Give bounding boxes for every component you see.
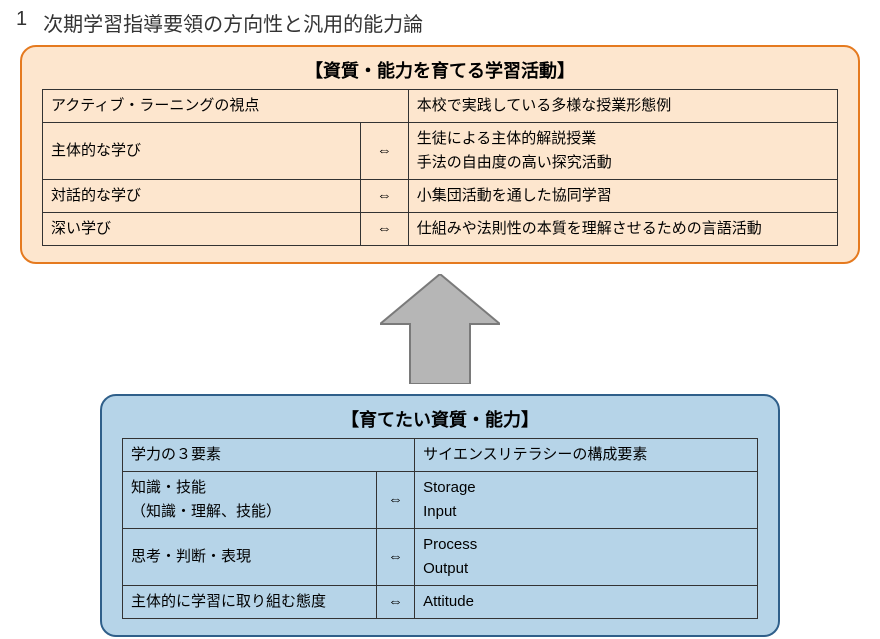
table-row: 知識・技能 （知識・理解、技能）⇔Storage Input xyxy=(123,472,758,529)
double-arrow-icon: ⇔ xyxy=(377,529,415,586)
top-panel: 【資質・能力を育てる学習活動】 アクティブ・ラーニングの視点 本校で実践している… xyxy=(20,45,860,264)
row-right: Process Output xyxy=(415,529,758,586)
table-header-row: 学力の３要素 サイエンスリテラシーの構成要素 xyxy=(123,439,758,472)
table-header-row: アクティブ・ラーニングの視点 本校で実践している多様な授業形態例 xyxy=(43,90,838,123)
up-arrow-container xyxy=(16,274,864,384)
top-panel-title: 【資質・能力を育てる学習活動】 xyxy=(42,57,838,83)
double-arrow-icon: ⇔ xyxy=(361,123,409,180)
row-left: 思考・判断・表現 xyxy=(123,529,377,586)
bottom-panel: 【育てたい資質・能力】 学力の３要素 サイエンスリテラシーの構成要素 知識・技能… xyxy=(100,394,780,637)
table-row: 主体的に学習に取り組む態度⇔Attitude xyxy=(123,586,758,619)
bottom-panel-title: 【育てたい資質・能力】 xyxy=(122,406,758,432)
row-right: Attitude xyxy=(415,586,758,619)
row-right: Storage Input xyxy=(415,472,758,529)
row-left: 主体的な学び xyxy=(43,123,361,180)
top-header-right: 本校で実践している多様な授業形態例 xyxy=(408,90,837,123)
double-arrow-icon: ⇔ xyxy=(361,180,409,213)
bottom-table: 学力の３要素 サイエンスリテラシーの構成要素 知識・技能 （知識・理解、技能）⇔… xyxy=(122,438,758,619)
heading-number: 1 xyxy=(16,8,27,37)
double-arrow-icon: ⇔ xyxy=(361,213,409,246)
double-arrow-icon: ⇔ xyxy=(377,586,415,619)
row-right: 仕組みや法則性の本質を理解させるための言語活動 xyxy=(408,213,837,246)
table-row: 主体的な学び⇔生徒による主体的解説授業 手法の自由度の高い探究活動 xyxy=(43,123,838,180)
up-arrow-icon xyxy=(380,274,500,384)
top-header-left: アクティブ・ラーニングの視点 xyxy=(43,90,409,123)
row-right: 小集団活動を通した協同学習 xyxy=(408,180,837,213)
row-left: 主体的に学習に取り組む態度 xyxy=(123,586,377,619)
row-right: 生徒による主体的解説授業 手法の自由度の高い探究活動 xyxy=(408,123,837,180)
bottom-header-left: 学力の３要素 xyxy=(123,439,415,472)
table-row: 深い学び⇔仕組みや法則性の本質を理解させるための言語活動 xyxy=(43,213,838,246)
row-left: 知識・技能 （知識・理解、技能） xyxy=(123,472,377,529)
row-left: 深い学び xyxy=(43,213,361,246)
double-arrow-icon: ⇔ xyxy=(377,472,415,529)
top-table: アクティブ・ラーニングの視点 本校で実践している多様な授業形態例 主体的な学び⇔… xyxy=(42,89,838,246)
bottom-header-right: サイエンスリテラシーの構成要素 xyxy=(415,439,758,472)
row-left: 対話的な学び xyxy=(43,180,361,213)
table-row: 対話的な学び⇔小集団活動を通した協同学習 xyxy=(43,180,838,213)
page-heading: 1 次期学習指導要領の方向性と汎用的能力論 xyxy=(16,8,864,37)
heading-text: 次期学習指導要領の方向性と汎用的能力論 xyxy=(43,8,423,37)
table-row: 思考・判断・表現⇔Process Output xyxy=(123,529,758,586)
